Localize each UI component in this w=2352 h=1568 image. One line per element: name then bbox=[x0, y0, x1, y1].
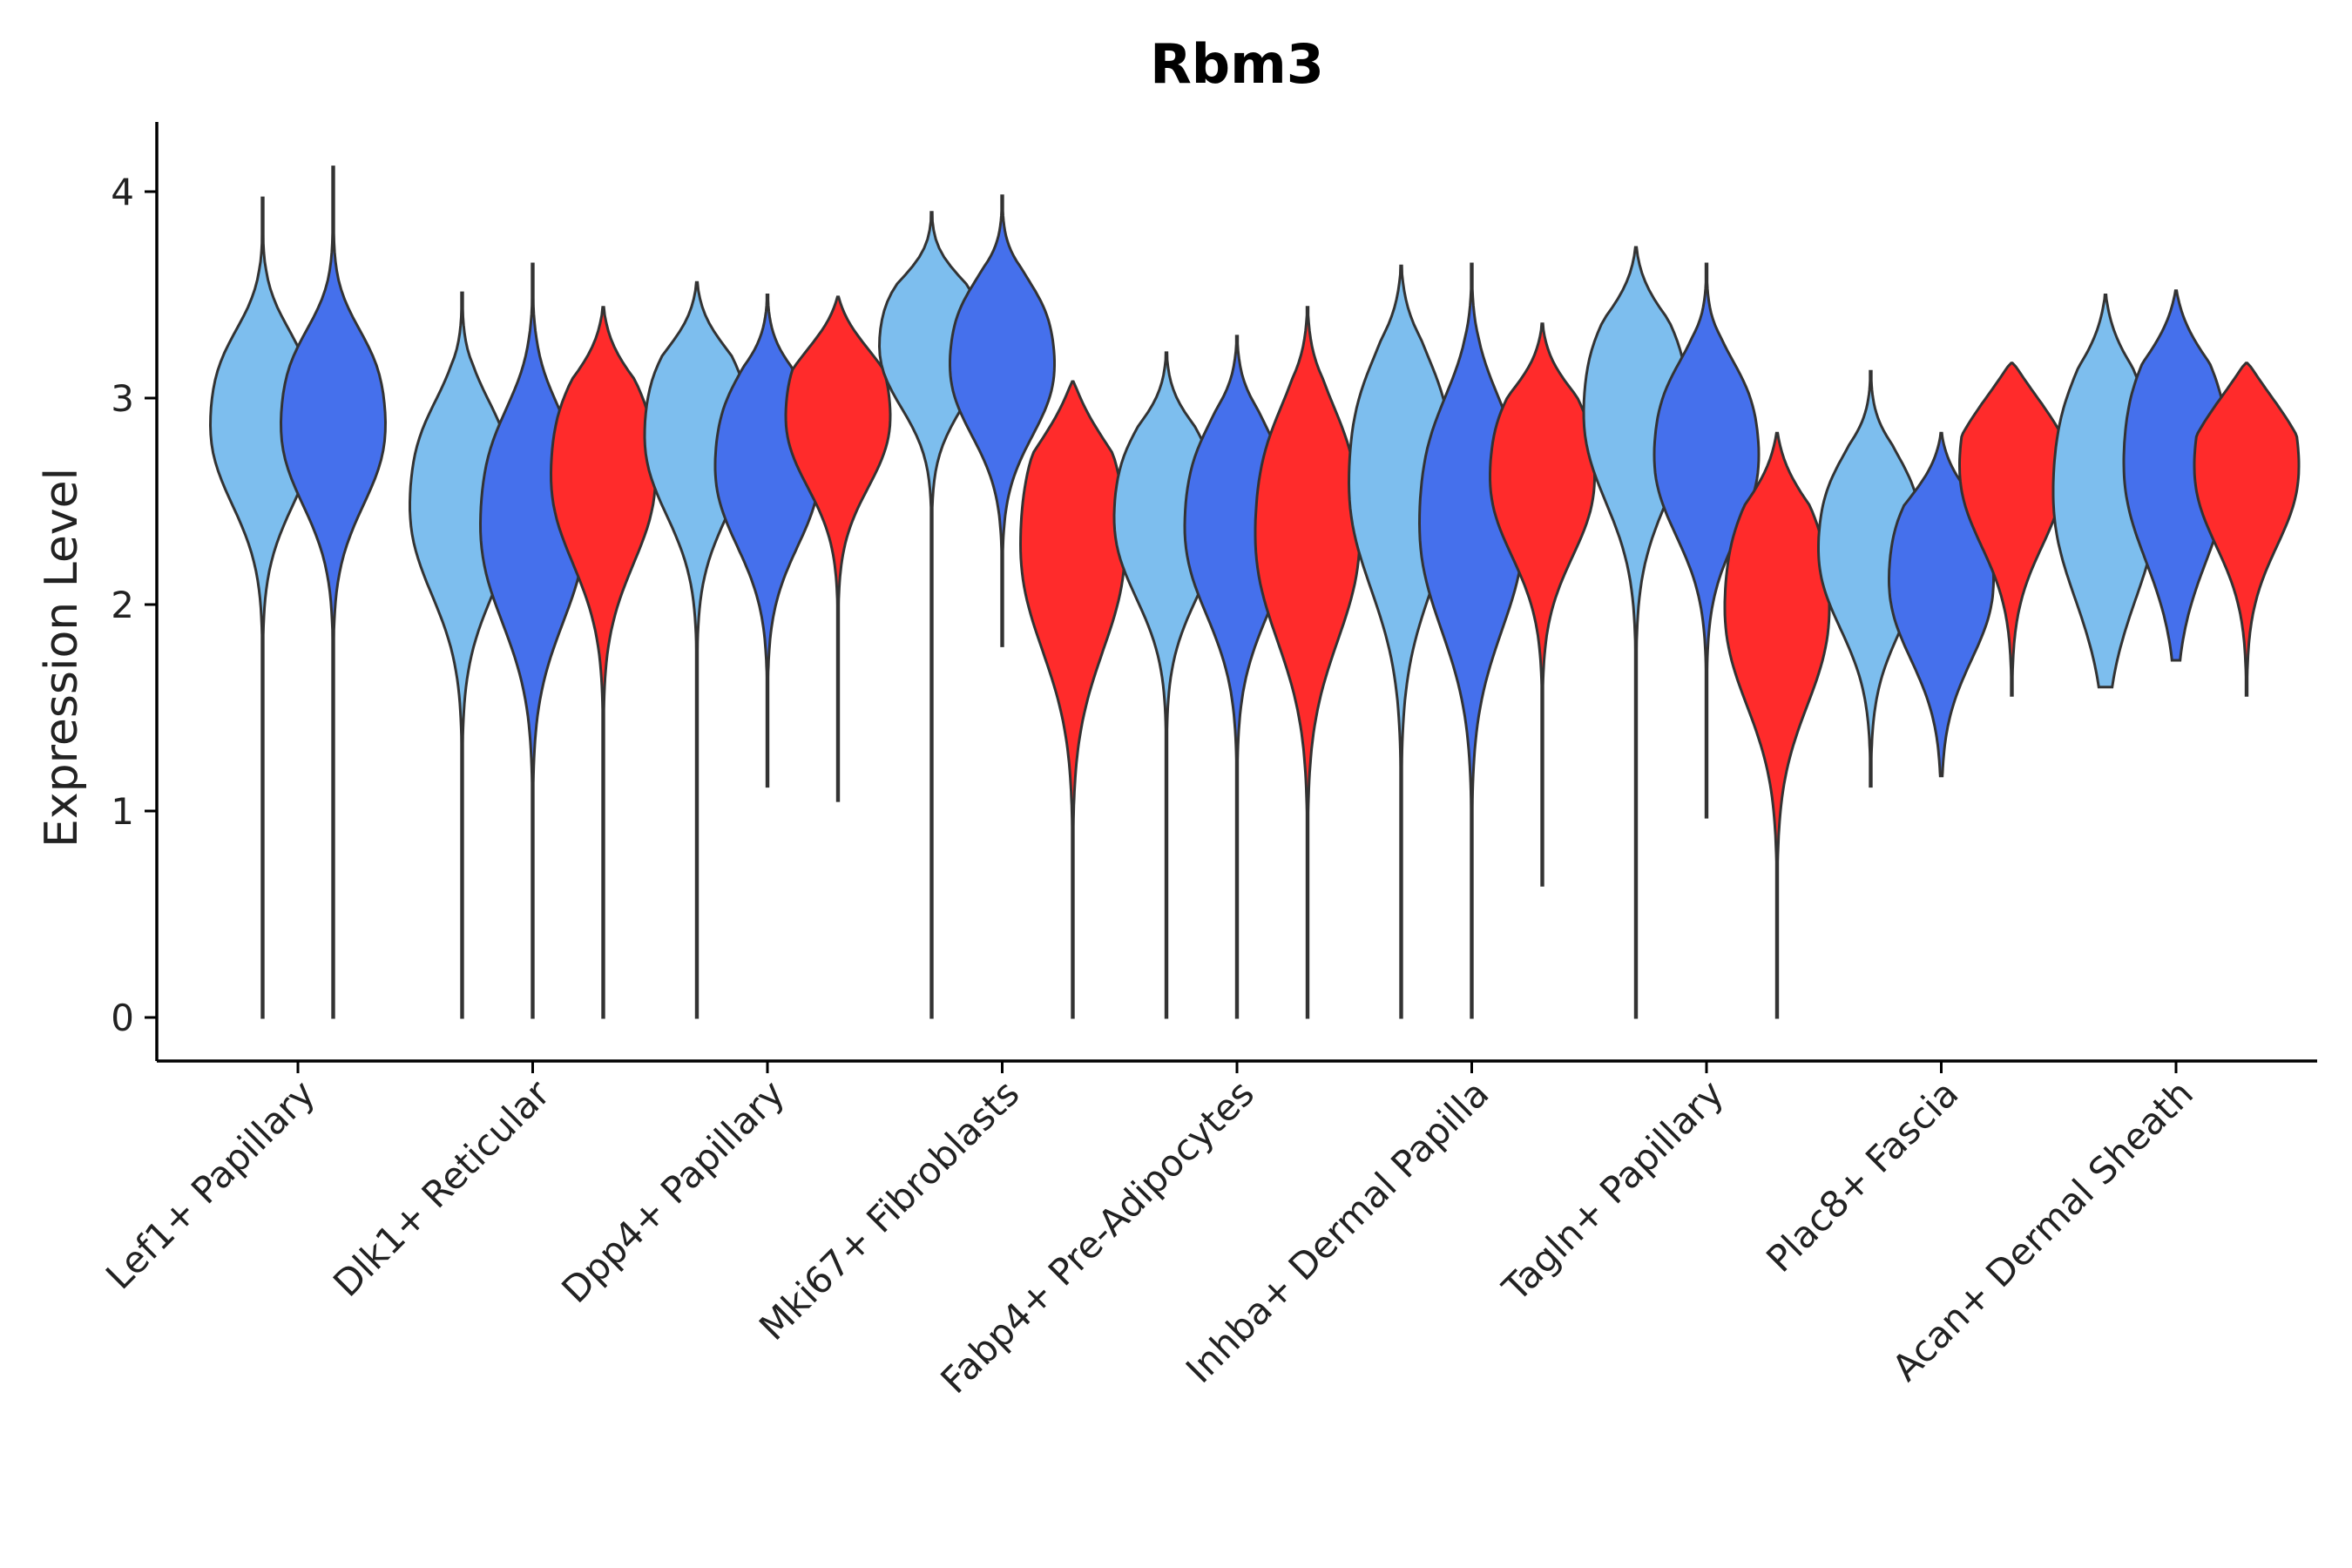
violin bbox=[1817, 369, 1924, 788]
violin bbox=[1347, 264, 1456, 1019]
violin bbox=[1723, 431, 1831, 1019]
violin bbox=[1489, 322, 1596, 887]
y-tick-label: 3 bbox=[111, 377, 134, 420]
violin bbox=[1018, 380, 1127, 1019]
violin bbox=[1582, 246, 1690, 1019]
violin bbox=[1652, 262, 1761, 819]
chart-title: Rbm3 bbox=[1150, 32, 1324, 96]
violin bbox=[877, 211, 986, 1019]
violin bbox=[1958, 362, 2065, 697]
violin bbox=[409, 291, 516, 1019]
y-tick-label: 1 bbox=[111, 790, 134, 833]
x-tick-label: Lef1+ Papillary bbox=[98, 1071, 323, 1297]
violin-group bbox=[208, 166, 388, 1019]
violin-group bbox=[1112, 306, 1362, 1019]
violin bbox=[208, 196, 317, 1019]
violin bbox=[1254, 306, 1362, 1019]
y-axis: 0 1 2 3 4 bbox=[111, 122, 159, 1061]
violin-group bbox=[409, 262, 658, 1019]
violin-group bbox=[1347, 262, 1596, 1019]
violin bbox=[478, 262, 587, 1019]
violin-group bbox=[2051, 289, 2301, 697]
violin bbox=[1888, 431, 1995, 778]
y-tick-label: 0 bbox=[111, 997, 134, 1039]
violin-group bbox=[643, 280, 892, 1019]
plot-area bbox=[208, 166, 2301, 1019]
violin-group bbox=[1817, 362, 2065, 788]
x-tick-label: Plac8+ Fascia bbox=[1758, 1071, 1966, 1280]
violin bbox=[549, 306, 658, 1019]
violin-group bbox=[877, 194, 1127, 1019]
violin bbox=[279, 166, 388, 1019]
violin bbox=[2193, 362, 2301, 697]
x-tick-label: Mki67+ Fibroblasts bbox=[751, 1071, 1027, 1348]
x-tick-label: Dlk1+ Reticular bbox=[325, 1071, 558, 1305]
violin bbox=[784, 295, 892, 802]
violin bbox=[949, 194, 1056, 647]
y-tick-label: 2 bbox=[111, 584, 134, 626]
y-tick-label: 4 bbox=[111, 171, 134, 213]
y-axis-label: Expression Level bbox=[36, 468, 88, 848]
x-tick-label: Dpp4+ Papillary bbox=[553, 1071, 793, 1311]
violin-group bbox=[1582, 246, 1831, 1019]
x-tick-label: Tagln+ Papillary bbox=[1494, 1071, 1732, 1309]
